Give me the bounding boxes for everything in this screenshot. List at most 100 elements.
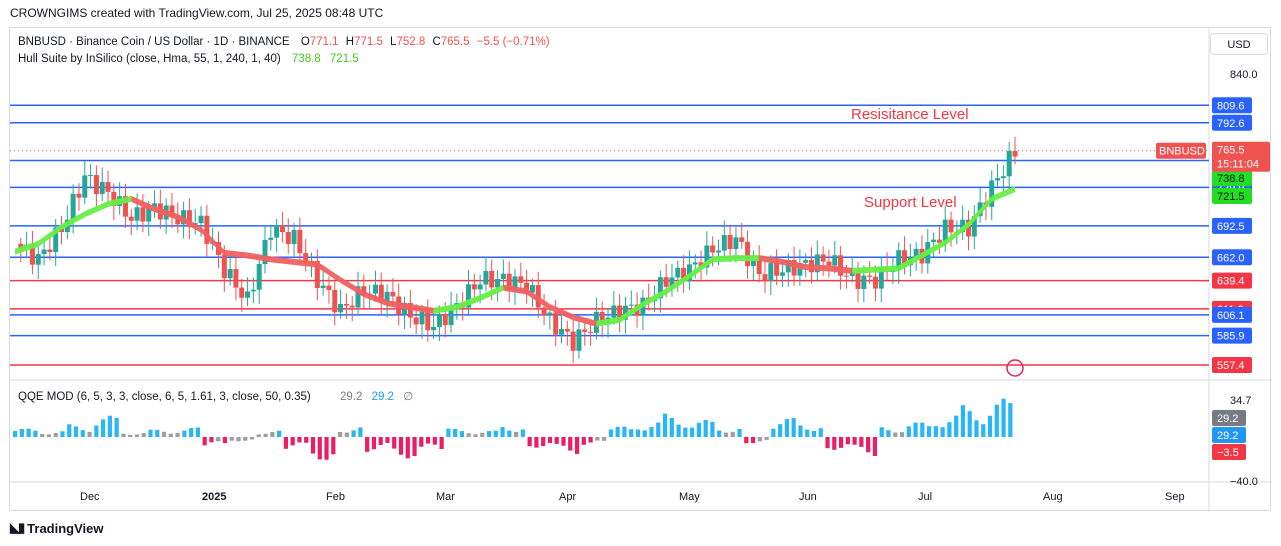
qqe-bar [500,427,505,437]
qqe-bar [121,433,126,437]
qqe-bar [845,437,850,445]
candle-body [70,193,76,220]
hull-band-segment [38,224,62,247]
hull-legend: Hull Suite by InSilico (close, Hma, 55, … [18,53,359,65]
level-axis-label-bg [1212,97,1252,114]
candle-body [762,274,768,281]
candle-body [361,286,367,296]
candle-body [704,245,710,268]
chart-canvas[interactable]: 840.0809.6792.6756.0729.9692.5662.0639.4… [10,28,1272,512]
candle-body [779,272,785,276]
qqe-bar [960,405,966,437]
candle-body [93,175,99,194]
candle-body [611,305,617,318]
qqe-bar [304,437,309,443]
low-label: L [390,36,397,48]
event-marker-icon [1006,359,1024,377]
qqe-bar [1008,403,1013,437]
hull-band-segment [875,265,899,273]
qqe-bar [926,426,932,437]
candle-body [152,203,158,208]
qqe-bar [168,433,173,437]
qqe-bar [906,426,911,437]
qqe-bar [879,427,884,437]
level-axis-label-bg [1212,327,1252,344]
candle-body [134,207,140,221]
qqe-bar [838,437,844,448]
candle-body [483,270,489,285]
qqe-bar [365,437,370,452]
qqe-bar [209,437,214,443]
qqe-bar [987,415,993,437]
qqe-bar [128,434,133,437]
candle-body [297,229,303,254]
x-axis-label: Dec [80,491,100,503]
candle-body [175,216,181,225]
candle-body [82,175,88,198]
candle-body [681,267,687,282]
level-axis-label: 639.4 [1217,276,1245,288]
hull-band-segment [828,265,853,274]
qqe-bar [182,430,187,437]
qqe-bar [134,434,140,437]
candle-body [826,261,832,266]
qqe-bar [53,433,58,437]
hull-band-segment [549,303,574,321]
candle-body [1000,176,1006,179]
qqe-bar [852,437,857,445]
qqe-bar [263,433,268,437]
high-value: 771.5 [354,36,383,48]
candle-body [18,243,24,248]
qqe-bar [507,430,512,437]
qqe-bar [80,430,85,437]
footer-logo-text: TradingView [27,520,104,536]
qqe-bar [236,437,241,442]
candle-body [436,313,442,327]
candle-body [838,255,844,276]
candle-body [599,311,605,325]
qqe-bar [602,437,607,441]
hull-band-segment [805,264,829,272]
candle-body [506,273,512,291]
candle-body [564,328,570,332]
qqe-bar [1001,398,1006,437]
candle-body [390,291,396,297]
tradingview-logo[interactable]: ◣▮ TradingView [10,520,104,536]
qqe-bar [19,428,24,437]
qqe-bar [148,429,153,437]
candle-body [588,331,594,333]
candle-body [965,219,971,237]
level-axis-label: 662.0 [1217,252,1245,264]
chart-frame[interactable]: 840.0809.6792.6756.0729.9692.5662.0639.4… [9,27,1272,512]
qqe-bar [974,420,979,437]
qqe-bar [561,437,566,446]
level-axis-label-bg [1212,306,1252,323]
ticker-legend: BNBUSD · Binance Coin / US Dollar · 1D ·… [18,36,550,48]
candle-body [314,260,320,289]
qqe-bar [114,417,119,437]
qqe-bar [629,429,634,437]
hull-band-segment [852,266,876,274]
change-value: −5.5 (−0.71%) [476,36,550,48]
qqe-bar [392,437,397,449]
candle-body [262,239,268,265]
hull-value-2: 721.5 [329,53,359,65]
candle-body [750,259,756,267]
hull-band-segment [782,258,806,271]
hull-label: Hull Suite by InSilico (close, Hma, 55, … [18,53,281,65]
qqe-value-3: ∅ [403,391,414,403]
candle-body [425,311,431,331]
symbol-tag-bg [1156,142,1206,159]
qqe-bar [26,428,31,437]
hull-band-segment [689,256,713,280]
currency-button[interactable]: USD [1210,33,1268,55]
qqe-bar [344,432,349,437]
candle-body [146,207,152,222]
candle-body [541,307,547,316]
level-axis-label: 606.1 [1217,310,1245,322]
qqe-bar [412,437,417,457]
qqe-bar [46,434,52,437]
candle-body [105,182,111,192]
candle-body [29,244,35,265]
candle-body [41,249,47,254]
